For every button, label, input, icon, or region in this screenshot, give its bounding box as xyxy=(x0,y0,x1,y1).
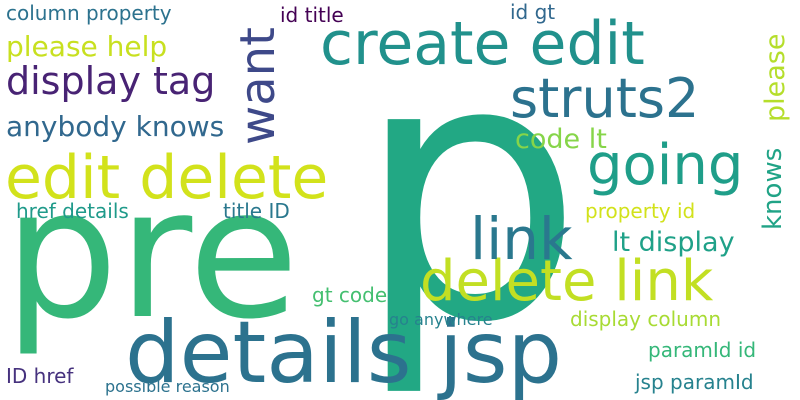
cloud-word: going xyxy=(587,133,744,198)
cloud-word: knows xyxy=(758,147,788,230)
cloud-word: paramId id xyxy=(648,338,757,362)
cloud-word: possible reason xyxy=(105,377,230,396)
cloud-word: details jsp xyxy=(125,303,563,400)
cloud-word: link xyxy=(470,205,573,273)
cloud-word: display column xyxy=(570,307,721,331)
cloud-word: ID href xyxy=(6,364,74,388)
cloud-word: edit delete xyxy=(5,143,329,213)
cloud-word: href details xyxy=(16,199,129,223)
cloud-word: please xyxy=(760,33,791,122)
cloud-word: p xyxy=(355,0,584,400)
cloud-word: column property xyxy=(6,1,172,25)
cloud-word: struts2 xyxy=(510,67,700,130)
cloud-word: title ID xyxy=(223,199,290,223)
cloud-word: id title xyxy=(280,3,344,27)
cloud-word: id gt xyxy=(510,0,556,24)
cloud-word: anybody knows xyxy=(6,110,225,143)
cloud-word: pre xyxy=(4,150,300,359)
cloud-word: create edit xyxy=(320,9,645,79)
cloud-word: lt display xyxy=(612,227,735,258)
cloud-word: display tag xyxy=(6,59,216,103)
cloud-word: code lt xyxy=(515,124,607,155)
cloud-word: please help xyxy=(6,30,168,63)
cloud-word: delete link xyxy=(420,249,714,314)
cloud-word: property id xyxy=(585,199,696,223)
cloud-word: jsp paramId xyxy=(635,370,754,394)
cloud-word: go anywhere xyxy=(389,310,493,329)
cloud-word: want xyxy=(230,27,286,145)
cloud-word: gt code xyxy=(312,283,388,307)
